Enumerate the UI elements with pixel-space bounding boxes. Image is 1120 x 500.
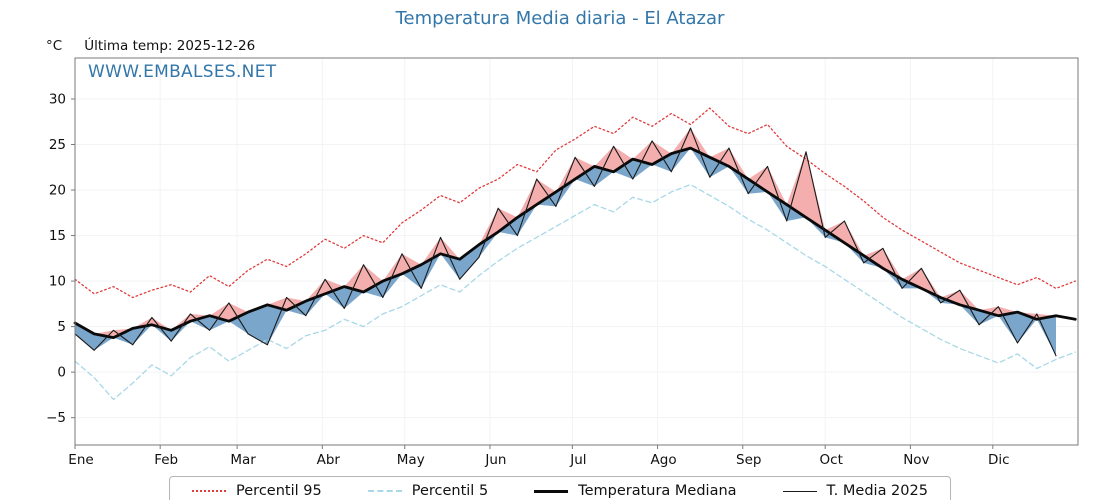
legend-label: Temperatura Mediana: [578, 483, 737, 499]
plot-border: [74, 57, 1079, 446]
x-tick-label: Abr: [317, 452, 341, 468]
y-tick-label: −5: [46, 410, 66, 426]
legend-item-percentil-95: Percentil 95: [192, 483, 322, 499]
percentil-95-line-swatch: [192, 490, 227, 492]
x-tick-label: Sep: [736, 452, 761, 468]
percentil-95-line: [74, 107, 1076, 299]
y-tick-label: 5: [57, 319, 66, 335]
legend: Percentil 95 Percentil 5 Temperatura Med…: [169, 476, 951, 500]
mediana-line-swatch: [534, 489, 569, 493]
y-tick-label: 15: [49, 228, 66, 244]
y-tick-label: 0: [57, 365, 66, 381]
x-tick-label: Feb: [154, 452, 178, 468]
y-axis-unit-label: °C: [46, 38, 63, 54]
percentil-5-line-swatch: [367, 490, 402, 492]
x-tick-label: Oct: [820, 452, 843, 468]
y-tick-label: 20: [49, 183, 66, 199]
fill-above-median: [75, 128, 1056, 338]
y-tick-label: 25: [49, 137, 66, 153]
fill-below-median: [75, 148, 1056, 356]
last-temp-label: Última temp: 2025-12-26: [84, 38, 256, 54]
t-media-2025-line: [74, 127, 1057, 357]
x-tick-label: Ago: [651, 452, 677, 468]
chart-title: Temperatura Media diaria - El Atazar: [395, 8, 725, 29]
x-tick-label: Jul: [569, 452, 586, 468]
x-tick-label: Nov: [903, 452, 929, 468]
legend-label: Percentil 95: [236, 483, 322, 499]
legend-item-mediana: Temperatura Mediana: [534, 483, 737, 499]
percentil-5-line: [74, 183, 1076, 401]
legend-label: Percentil 5: [411, 483, 489, 499]
y-tick-label: 10: [49, 274, 66, 290]
watermark: WWW.EMBALSES.NET: [88, 62, 277, 82]
legend-label: T. Media 2025: [826, 483, 928, 499]
y-tick-label: 30: [49, 91, 66, 107]
axis-header: °C Última temp: 2025-12-26: [46, 38, 255, 54]
t-media-2025-line-swatch: [782, 490, 817, 492]
x-tick-label: Dic: [988, 452, 1010, 468]
x-tick-label: Ene: [68, 452, 93, 468]
x-tick-label: May: [397, 452, 425, 468]
x-tick-label: Jun: [484, 452, 506, 468]
x-tick-label: Mar: [230, 452, 256, 468]
legend-item-percentil-5: Percentil 5: [367, 483, 489, 499]
legend-item-t-media-2025: T. Media 2025: [782, 483, 928, 499]
